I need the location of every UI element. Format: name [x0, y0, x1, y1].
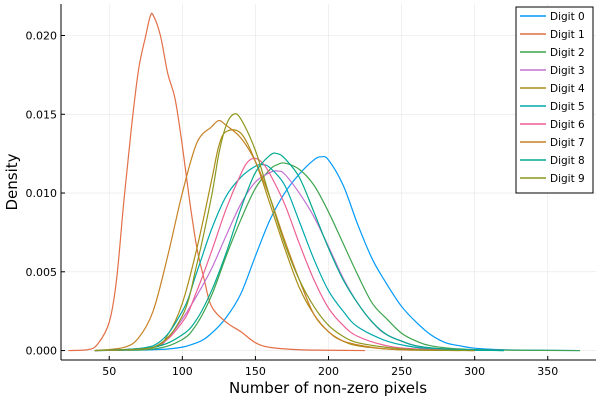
y-tick-label: 0.015	[26, 108, 58, 121]
legend-label: Digit 4	[550, 83, 585, 95]
y-tick-label: 0.005	[26, 266, 58, 279]
series-line-digit-9	[94, 113, 475, 352]
x-tick-label: 250	[391, 365, 412, 378]
legend-label: Digit 2	[550, 47, 585, 59]
y-tick-label: 0.000	[26, 345, 58, 358]
series-line-digit-5	[94, 163, 504, 352]
x-axis-label: Number of non-zero pixels	[229, 379, 427, 397]
series-lines	[68, 12, 580, 352]
x-ticks: 50 100 150 200 250 300 350	[102, 356, 558, 378]
x-tick-label: 200	[318, 365, 339, 378]
y-ticks: 0.000 0.005 0.010 0.015 0.020	[26, 30, 65, 358]
series-line-digit-6	[94, 157, 475, 352]
legend-label: Digit 8	[550, 155, 585, 167]
legend-label: Digit 5	[550, 101, 585, 113]
legend-label: Digit 7	[550, 137, 585, 149]
x-tick-label: 350	[537, 365, 558, 378]
series-line-digit-8	[94, 152, 504, 352]
x-tick-label: 100	[172, 365, 193, 378]
legend-label: Digit 6	[550, 119, 585, 131]
x-tick-label: 150	[245, 365, 266, 378]
legend-label: Digit 9	[550, 173, 585, 185]
legend-label: Digit 0	[550, 11, 585, 23]
series-line-digit-1	[68, 12, 366, 352]
legend-label: Digit 3	[550, 65, 585, 77]
series-line-digit-7	[94, 119, 461, 352]
x-tick-label: 300	[464, 365, 485, 378]
legend: Digit 0 Digit 1 Digit 2 Digit 3 Digit 4 Digit…	[515, 6, 594, 194]
legend-label: Digit 1	[550, 29, 585, 41]
y-tick-label: 0.020	[26, 30, 58, 43]
legend-box	[515, 6, 594, 194]
series-line-digit-4	[94, 129, 475, 352]
y-axis-label: Density	[3, 153, 21, 210]
series-line-digit-2	[94, 162, 580, 352]
x-tick-label: 50	[102, 365, 116, 378]
y-tick-label: 0.010	[26, 187, 58, 200]
series-line-digit-0	[94, 155, 580, 352]
grid-lines	[61, 4, 596, 360]
